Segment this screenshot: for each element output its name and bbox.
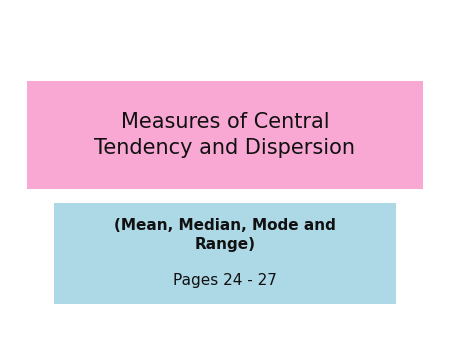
Text: (Mean, Median, Mode and
Range): (Mean, Median, Mode and Range)	[114, 218, 336, 252]
Text: Pages 24 - 27: Pages 24 - 27	[173, 273, 277, 288]
FancyBboxPatch shape	[54, 203, 396, 304]
Text: Measures of Central
Tendency and Dispersion: Measures of Central Tendency and Dispers…	[94, 112, 356, 159]
FancyBboxPatch shape	[27, 81, 423, 189]
